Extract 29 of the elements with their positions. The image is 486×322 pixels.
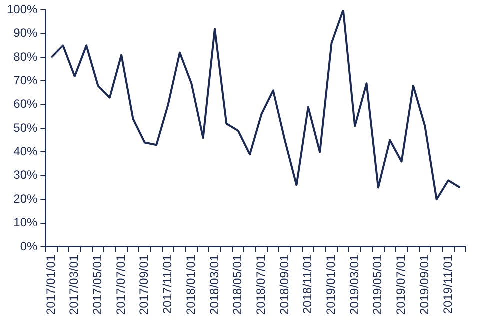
y-tick-label: 90% bbox=[14, 26, 38, 40]
x-tick-label: 2017/03/01 bbox=[67, 254, 82, 316]
x-tick-label: 2019/03/01 bbox=[347, 254, 362, 316]
x-tick-label: 2018/03/01 bbox=[207, 254, 222, 316]
y-tick-label: 100% bbox=[6, 2, 38, 17]
y-tick-label: 70% bbox=[14, 74, 38, 88]
x-tick-label: 2018/05/01 bbox=[230, 254, 245, 316]
y-tick-label: 10% bbox=[14, 216, 38, 230]
x-tick-label: 2017/07/01 bbox=[114, 254, 128, 316]
x-tick-label: 2018/09/01 bbox=[277, 254, 292, 316]
x-tick-label: 2019/09/01 bbox=[417, 254, 432, 316]
x-tick-label: 2019/11/01 bbox=[440, 254, 455, 314]
y-tick-label: 60% bbox=[14, 97, 38, 112]
x-tick-label: 2019/07/01 bbox=[394, 254, 408, 316]
y-tick-label: 20% bbox=[14, 192, 38, 206]
y-tick-label: 40% bbox=[14, 144, 38, 159]
x-tick-label: 2017/11/01 bbox=[160, 254, 175, 314]
x-tick-label: 2017/09/01 bbox=[137, 254, 152, 316]
y-tick-label: 30% bbox=[14, 168, 38, 182]
y-tick-label: 50% bbox=[14, 120, 38, 135]
x-tick-label: 2019/05/01 bbox=[370, 254, 385, 316]
y-tick-label: 80% bbox=[14, 50, 38, 64]
y-tick-label: 0% bbox=[20, 239, 38, 254]
x-tick-label: 2018/11/01 bbox=[300, 254, 315, 314]
x-tick-label: 2017/01/01 bbox=[44, 254, 58, 316]
x-tick-label: 2018/01/01 bbox=[184, 254, 198, 316]
x-tick-label: 2019/01/01 bbox=[324, 254, 338, 316]
x-tick-label: 2018/07/01 bbox=[254, 254, 268, 316]
x-tick-label: 2017/05/01 bbox=[90, 254, 105, 316]
